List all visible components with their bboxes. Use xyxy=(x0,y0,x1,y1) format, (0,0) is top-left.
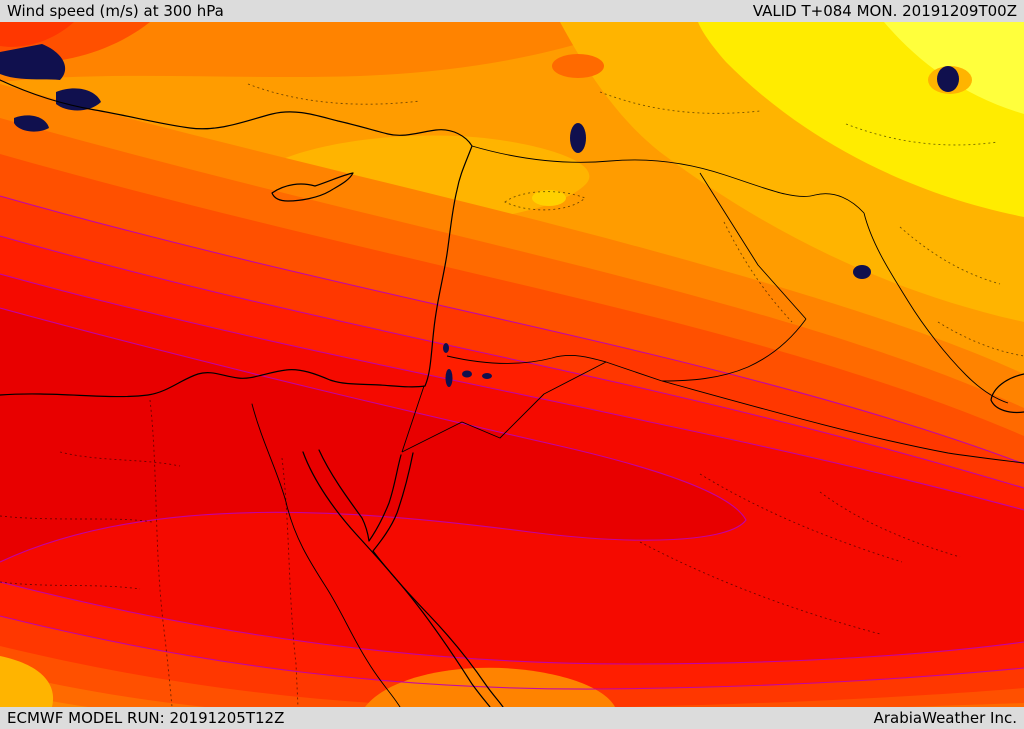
dotted-line-iran-2 xyxy=(937,321,1024,357)
contour-line-k4 xyxy=(0,195,1024,465)
dotted-line-egypt-3 xyxy=(59,451,181,467)
gulf-of-aqaba-arabia-coastline xyxy=(372,452,504,707)
contour-line-bottom-2 xyxy=(0,615,1024,690)
small-lake-1 xyxy=(462,370,472,378)
small-lake-2 xyxy=(482,373,492,379)
wind-band-bottom-2 xyxy=(0,616,1024,707)
border-syria-iraq xyxy=(699,172,807,320)
border-iraq-saudi-west xyxy=(661,318,807,382)
footer-bar: ECMWF MODEL RUN: 20191205T12Z ArabiaWeat… xyxy=(0,707,1024,729)
mediterranean-levant-coastline xyxy=(0,79,473,398)
wind-band-bottom-4 xyxy=(0,672,1024,707)
dotted-line-turkey-1 xyxy=(247,83,421,105)
sea-lake-shapes xyxy=(0,44,959,387)
wind-speed-contour-map xyxy=(0,22,1024,707)
border-syria-jordan xyxy=(446,355,607,364)
dotted-line-libya-1 xyxy=(0,515,153,523)
contour-line-bottom-1 xyxy=(0,581,1024,665)
dead-sea-shape xyxy=(445,369,453,387)
aegean-sea-shape-2 xyxy=(56,88,101,111)
contour-line-core xyxy=(0,273,1024,511)
magenta-contour-lines xyxy=(0,195,1024,690)
map-title: Wind speed (m/s) at 300 hPa xyxy=(7,2,224,20)
aegean-sea-shape-3 xyxy=(14,115,49,132)
border-jordan-saudi xyxy=(401,361,663,453)
wind-band-top-strip xyxy=(0,22,640,82)
dotted-boundaries xyxy=(0,83,1024,707)
valid-time-label: VALID T+084 MON. 20191209T00Z xyxy=(752,2,1017,20)
wind-band-jet-core-max xyxy=(0,308,746,562)
contour-line-core-max xyxy=(0,307,747,563)
persian-gulf-coastline xyxy=(990,373,1024,414)
red-sea-west-coastline xyxy=(302,451,491,707)
dotted-loop-syria xyxy=(504,191,586,211)
wind-patch-light-3 xyxy=(532,190,566,206)
header-bar: Wind speed (m/s) at 300 hPa VALID T+084 … xyxy=(0,0,1024,22)
border-egypt-israel xyxy=(401,385,425,453)
lake-van-shape xyxy=(937,66,959,92)
border-iraq-saudi-east xyxy=(661,380,1024,464)
sea-of-galilee-shape xyxy=(443,343,449,353)
border-turkey-syria-iraq xyxy=(471,145,865,214)
aegean-sea-shape-1 xyxy=(0,44,66,80)
coastlines xyxy=(0,79,1024,707)
wind-band-fills xyxy=(0,22,1024,707)
nile-river-line xyxy=(251,403,401,707)
provider-brand-label: ArabiaWeather Inc. xyxy=(873,709,1017,727)
wind-spot-top-middle xyxy=(552,54,604,78)
lake-tuz-shape xyxy=(570,123,586,153)
country-borders xyxy=(401,145,1024,464)
wind-band-bottom-left-amber xyxy=(0,656,54,707)
model-run-label: ECMWF MODEL RUN: 20191205T12Z xyxy=(7,709,285,727)
dotted-line-saudi-3 xyxy=(819,491,961,558)
wind-band-topleft-red-2 xyxy=(0,22,74,47)
dotted-line-turkey-2 xyxy=(599,91,761,114)
dotted-line-libya-2 xyxy=(0,581,141,590)
cyprus-coastline xyxy=(271,172,354,202)
gulf-of-suez-sinai-coastline xyxy=(318,449,402,542)
border-iraq-iran xyxy=(863,212,1009,404)
dotted-line-saudi-1 xyxy=(699,473,903,563)
contour-line-k5 xyxy=(0,235,1024,489)
lake-urmia-shape xyxy=(853,265,871,279)
